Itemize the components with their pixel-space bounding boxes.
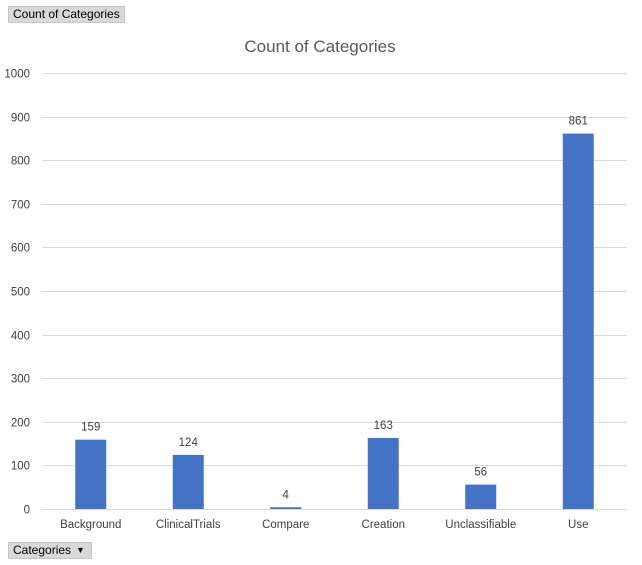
bars — [75, 133, 594, 509]
bar — [367, 437, 399, 509]
y-tick-label: 100 — [11, 461, 30, 473]
axis-field-label: Categories — [13, 543, 72, 557]
x-tick-label: ClinicalTrials — [156, 519, 221, 531]
y-tick-label: 700 — [11, 200, 30, 212]
bar — [75, 439, 107, 509]
y-tick-label: 0 — [24, 505, 30, 517]
data-label: 861 — [569, 116, 588, 128]
data-labels: 159 124 4 163 56 861 — [81, 116, 588, 502]
x-tick-label: Creation — [362, 519, 405, 531]
y-tick-label: 1000 — [4, 69, 30, 81]
y-tick-label: 800 — [11, 156, 30, 168]
y-tick-label: 600 — [11, 243, 30, 255]
y-tick-label: 400 — [11, 331, 30, 343]
data-label: 56 — [474, 467, 487, 479]
gridlines — [42, 73, 627, 510]
x-tick-label: Unclassifiable — [445, 519, 516, 531]
bar — [562, 133, 594, 509]
bar — [172, 454, 204, 509]
chart-title: Count of Categories — [244, 37, 395, 56]
x-tick-label: Compare — [262, 519, 309, 531]
y-tick-label: 300 — [11, 374, 30, 386]
y-axis-ticks: 0 100 200 300 400 500 600 700 800 900 1000 — [4, 69, 30, 517]
y-tick-label: 900 — [11, 113, 30, 125]
data-label: 4 — [283, 489, 290, 501]
x-tick-label: Use — [568, 519, 588, 531]
bar — [465, 484, 497, 509]
data-label: 159 — [81, 422, 100, 434]
x-tick-label: Background — [60, 519, 121, 531]
x-axis-ticks: Background ClinicalTrials Compare Creation U… — [60, 519, 588, 531]
data-label: 163 — [374, 420, 393, 432]
bar — [270, 507, 302, 509]
value-field-button[interactable]: Count of Categories — [8, 6, 125, 23]
data-label: 124 — [179, 437, 199, 449]
y-tick-label: 200 — [11, 418, 30, 430]
dropdown-arrow-icon: ▼ — [76, 545, 85, 555]
y-tick-label: 500 — [11, 287, 30, 299]
axis-field-button[interactable]: Categories ▼ — [8, 542, 92, 559]
